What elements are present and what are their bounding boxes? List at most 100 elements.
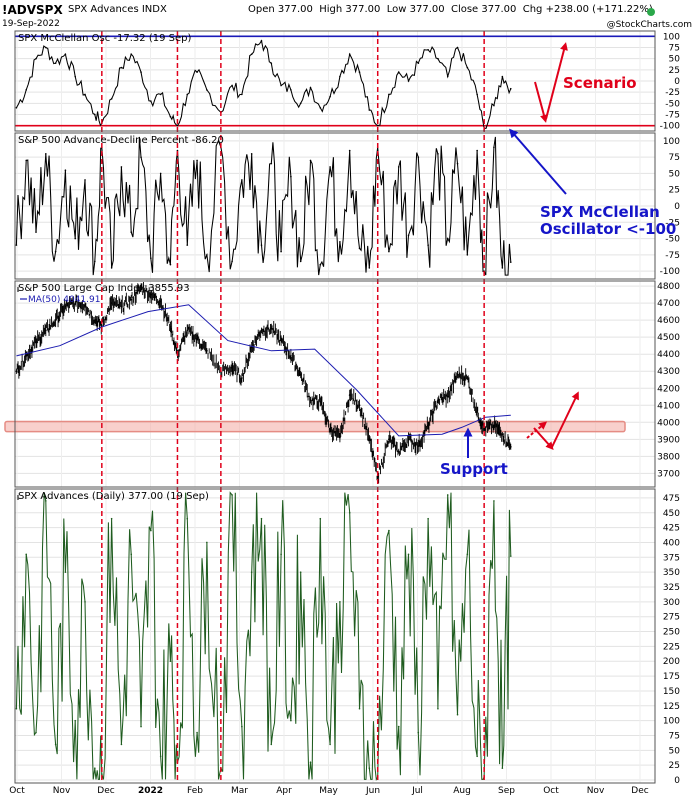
mcclellan-point	[140, 71, 142, 73]
advances-point	[427, 517, 429, 520]
ad-percent-ytick-label: 100	[663, 137, 680, 147]
ad-percent-ytick-label: 0	[674, 202, 680, 212]
advances-point	[25, 553, 28, 556]
price-point	[329, 428, 331, 431]
ad-percent-point	[466, 254, 469, 256]
mcclellan-point	[64, 53, 67, 56]
advances-point	[329, 743, 331, 746]
mcclellan-point	[260, 40, 263, 42]
price-point	[93, 319, 96, 322]
mcclellan-ytick-label: -75	[665, 110, 680, 120]
advances-point	[299, 571, 302, 573]
mcclellan-point	[196, 71, 198, 73]
support-band	[4, 420, 626, 433]
price-point	[186, 329, 189, 332]
ad-percent-point	[159, 172, 162, 175]
advances-ytick-label: 450	[663, 509, 680, 519]
advances-ytick-label: 150	[663, 687, 680, 697]
xaxis-label: Nov	[53, 786, 71, 796]
advances-point	[466, 553, 469, 556]
ad-percent-point	[94, 260, 96, 263]
advances-ytick-label: 50	[669, 746, 681, 756]
mcclellan-point	[176, 124, 179, 127]
price-point	[240, 377, 243, 379]
advances-point	[509, 555, 512, 557]
ad-percent-point	[348, 149, 351, 152]
advances-ytick-label: 25	[669, 761, 680, 771]
scenario-arrow-up	[545, 42, 568, 120]
mcclellan-point	[476, 93, 478, 96]
xaxis-label: Mar	[231, 786, 248, 796]
price-point	[44, 329, 47, 332]
price-point	[456, 373, 459, 376]
ad-percent-point	[64, 169, 67, 171]
advances-point	[348, 511, 351, 514]
advances-ytick-label: 400	[663, 538, 680, 548]
ad-percent-point	[206, 254, 208, 256]
mcclellan-point	[358, 71, 361, 73]
mcclellan-ytick-label: 50	[669, 55, 681, 65]
ad-percent-point	[176, 149, 179, 152]
xaxis-label: Oct	[543, 786, 559, 796]
price-point	[84, 303, 86, 306]
mcclellan-point	[509, 87, 512, 90]
advances-point	[64, 571, 67, 573]
price-point	[169, 326, 172, 328]
ticker-name: SPX Advances INDX	[68, 4, 167, 15]
ad-percent-point	[150, 257, 152, 259]
ad-percent-ytick-label: -100	[660, 267, 681, 277]
price-point	[110, 302, 113, 305]
advances-ytick-label: 75	[669, 731, 680, 741]
mcclellan-point	[501, 75, 504, 78]
advances-point	[250, 571, 253, 573]
advances-point	[437, 707, 439, 710]
price-point	[339, 436, 341, 439]
mcclellan-ytick-label: 0	[674, 77, 680, 87]
annotation-osc-line1: SPX McClellan	[540, 203, 660, 221]
mcclellan-point	[456, 46, 459, 49]
price-point	[501, 433, 504, 436]
price-point	[54, 319, 57, 322]
price-point	[466, 377, 469, 379]
ad-percent-point	[368, 267, 371, 269]
advances-point	[388, 529, 390, 532]
advances-point	[417, 731, 420, 734]
price-point	[407, 438, 410, 441]
mcclellan-point	[270, 62, 273, 64]
mcclellan-point	[290, 89, 292, 91]
mcclellan-title: SPX McClellan Osc -17.32 (19 Sep)	[18, 33, 191, 44]
mcclellan-point	[241, 93, 243, 96]
mcclellan-point	[280, 84, 282, 87]
advances-point	[54, 743, 57, 746]
advances-point	[270, 743, 273, 746]
ma50-line	[16, 304, 511, 437]
price-point	[446, 395, 449, 398]
advances-series-line	[15, 491, 512, 781]
xaxis-label: Dec	[97, 786, 114, 796]
price-point	[196, 337, 198, 340]
advances-pane-frame	[14, 488, 656, 784]
mcclellan-point	[130, 53, 133, 56]
advances-point	[493, 500, 495, 502]
mcclellan-point	[150, 100, 152, 102]
advances-point	[407, 553, 410, 556]
advances-ytick-label: 425	[663, 524, 680, 534]
ad-percent-point	[339, 241, 341, 243]
mcclellan-point	[388, 93, 390, 96]
price-title: S&P 500 Large Cap Index 3855.93	[18, 283, 190, 294]
price-point	[205, 349, 208, 352]
advances-point	[130, 553, 133, 556]
price-ytick-label: 3800	[657, 452, 680, 462]
ad-percent-point	[74, 237, 77, 240]
price-ytick-label: 4800	[657, 282, 680, 292]
advances-point	[186, 517, 189, 520]
price-point	[388, 438, 390, 441]
price-point	[35, 341, 37, 344]
price-point	[397, 450, 400, 453]
price-point	[289, 355, 292, 357]
mcclellan-point	[35, 57, 37, 60]
ad-percent-ytick-label: -50	[665, 235, 680, 245]
advances-ytick-label: 225	[663, 642, 680, 652]
xaxis-label: Nov	[587, 786, 605, 796]
